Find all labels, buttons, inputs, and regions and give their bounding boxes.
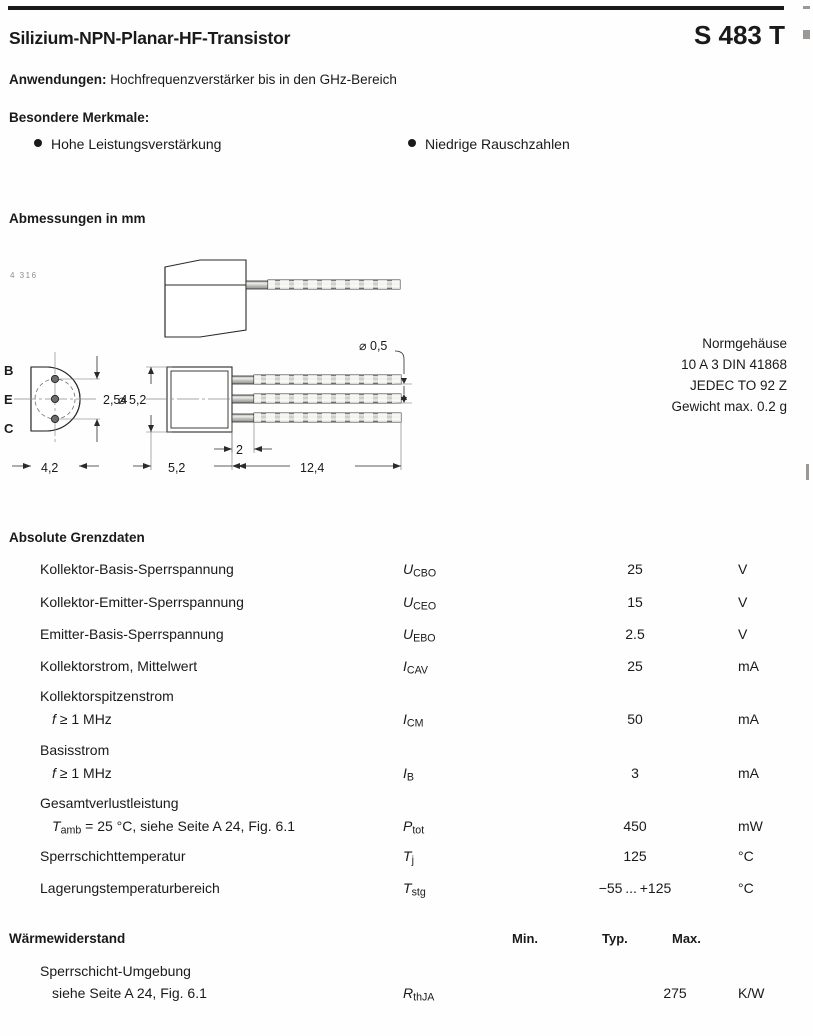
table-row-symbol: IB bbox=[403, 765, 414, 784]
table-row-unit: °C bbox=[738, 880, 754, 896]
figure-code: 4 316 bbox=[10, 271, 38, 280]
callout-front-width: 4,2 bbox=[41, 461, 58, 475]
applications-label: Anwendungen: bbox=[9, 72, 107, 87]
table-row-unit: mA bbox=[738, 765, 759, 781]
table-row-symbol: ICAV bbox=[403, 658, 428, 677]
table-row-symbol: UEBO bbox=[403, 626, 436, 645]
feature-label: Hohe Leistungsverstärkung bbox=[51, 136, 222, 152]
table-row-label: Kollektor-Emitter-Sperrspannung bbox=[40, 594, 244, 610]
callout-body-diameter: ⌀ 5,2 bbox=[118, 393, 146, 407]
table-row-sublabel: f ≥ 1 MHz bbox=[52, 765, 112, 781]
pin-label-b: B bbox=[4, 363, 13, 378]
column-header-min: Min. bbox=[512, 931, 538, 946]
bullet-icon bbox=[34, 139, 42, 147]
limits-heading: Absolute Grenzdaten bbox=[9, 530, 145, 545]
page-title: Silizium-NPN-Planar-HF-Transistor bbox=[9, 28, 291, 48]
pin-label-c: C bbox=[4, 421, 14, 436]
feature-item: Niedrige Rauschzahlen bbox=[408, 136, 570, 152]
table-row-label: Kollektorspitzenstrom bbox=[40, 688, 174, 704]
header-rule bbox=[8, 6, 784, 10]
callout-lead-spacing: 2 bbox=[236, 443, 243, 457]
table-row-symbol: UCEO bbox=[403, 594, 437, 613]
table-row-unit: mA bbox=[738, 658, 759, 674]
side-view-body bbox=[166, 366, 233, 433]
dimensions-heading: Abmessungen in mm bbox=[9, 211, 146, 226]
scan-artifact bbox=[803, 6, 810, 9]
table-row-unit: V bbox=[738, 594, 748, 610]
table-row-max: 275 bbox=[663, 985, 687, 1001]
table-row-label: Emitter-Basis-Sperrspannung bbox=[40, 626, 224, 642]
table-row-sublabel: Tamb = 25 °C, siehe Seite A 24, Fig. 6.1 bbox=[52, 818, 296, 837]
applications-line: Anwendungen: Hochfrequenzverstärker bis … bbox=[9, 72, 397, 87]
table-row-value: −55 ... +125 bbox=[598, 880, 672, 896]
table-row-unit: V bbox=[738, 561, 748, 577]
table-row-sublabel: f ≥ 1 MHz bbox=[52, 711, 112, 727]
table-row-value: 450 bbox=[623, 818, 647, 834]
part-number: S 483 T bbox=[693, 20, 785, 50]
table-row-value: 125 bbox=[623, 848, 647, 864]
table-row-value: 15 bbox=[627, 594, 643, 610]
table-row-unit: °C bbox=[738, 848, 754, 864]
features-heading: Besondere Merkmale: bbox=[9, 110, 150, 125]
table-row-unit: K/W bbox=[738, 985, 765, 1001]
table-row-sublabel: siehe Seite A 24, Fig. 6.1 bbox=[52, 985, 207, 1001]
table-row-unit: mW bbox=[738, 818, 763, 834]
table-row-label: Sperrschichttemperatur bbox=[40, 848, 186, 864]
table-row-value: 3 bbox=[631, 765, 639, 781]
package-note-line: JEDEC TO 92 Z bbox=[689, 378, 787, 393]
table-row-unit: V bbox=[738, 626, 748, 642]
table-row-symbol: RthJA bbox=[403, 985, 435, 1004]
bullet-icon bbox=[408, 139, 416, 147]
table-row-label: Sperrschicht-Umgebung bbox=[40, 963, 191, 979]
callout-lead-diameter: ⌀ 0,5 bbox=[359, 339, 387, 353]
feature-item: Hohe Leistungsverstärkung bbox=[34, 136, 221, 152]
table-row-label: Lagerungstemperaturbereich bbox=[40, 880, 220, 896]
table-row-label: Gesamtverlustleistung bbox=[40, 795, 179, 811]
callout-pin-pitch: 2,54 bbox=[103, 393, 127, 407]
table-row-symbol: UCBO bbox=[403, 561, 437, 580]
table-row-value: 25 bbox=[627, 561, 643, 577]
callout-lead-length: 12,4 bbox=[300, 461, 324, 475]
table-row-symbol: Ptot bbox=[403, 818, 425, 837]
table-row-value: 25 bbox=[627, 658, 643, 674]
table-row-unit: mA bbox=[738, 711, 759, 727]
table-row-label: Basisstrom bbox=[40, 742, 110, 758]
column-header-max: Max. bbox=[672, 931, 701, 946]
package-note: Normgehäuse 10 A 3 DIN 41868 JEDEC TO 92… bbox=[671, 333, 787, 417]
package-note-line: 10 A 3 DIN 41868 bbox=[681, 357, 787, 372]
applications-text: Hochfrequenzverstärker bis in den GHz-Be… bbox=[110, 72, 397, 87]
table-row-value: 2.5 bbox=[625, 626, 645, 642]
package-outline-drawing: B E C 2,54 4,2 ⌀ 5,2 5,2 2 12,4 ⌀ 0,5 bbox=[0, 240, 440, 490]
scan-artifact bbox=[806, 464, 809, 480]
table-row-label: Kollektorstrom, Mittelwert bbox=[40, 658, 198, 674]
front-view-can bbox=[14, 352, 96, 445]
feature-label: Niedrige Rauschzahlen bbox=[425, 136, 570, 152]
thermal-heading: Wärmewiderstand bbox=[9, 931, 126, 946]
table-row-value: 50 bbox=[627, 711, 643, 727]
package-note-line: Gewicht max. 0.2 g bbox=[671, 399, 787, 414]
callout-side-width: 5,2 bbox=[168, 461, 185, 475]
table-row-symbol: Tstg bbox=[403, 880, 426, 899]
package-note-line: Normgehäuse bbox=[702, 336, 787, 351]
column-header-typ: Typ. bbox=[602, 931, 628, 946]
table-row-label: Kollektor-Basis-Sperrspannung bbox=[40, 561, 234, 577]
top-view-body bbox=[164, 259, 247, 338]
scan-artifact bbox=[803, 30, 810, 39]
table-row-symbol: ICM bbox=[403, 711, 424, 730]
table-row-symbol: Tj bbox=[403, 848, 414, 867]
pin-label-e: E bbox=[4, 392, 13, 407]
